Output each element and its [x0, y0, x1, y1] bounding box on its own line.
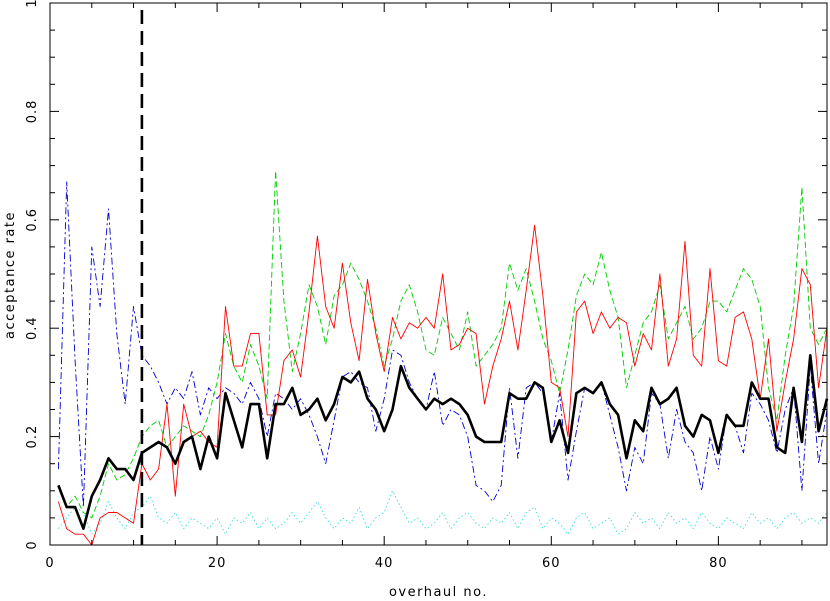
- x-tick-label: 60: [542, 556, 561, 571]
- y-tick-label: 0.8: [25, 100, 40, 124]
- x-tick-label: 20: [208, 556, 227, 571]
- y-tick-label: 0.6: [25, 208, 40, 232]
- y-tick-label: 0: [25, 540, 40, 549]
- y-tick-label: 1: [25, 0, 40, 8]
- x-axis-label: overhaul no.: [389, 585, 488, 600]
- x-tick-label: 0: [45, 556, 54, 571]
- y-tick-label: 0.4: [25, 316, 40, 340]
- x-tick-label: 40: [375, 556, 394, 571]
- series-layer: [57, 170, 829, 546]
- y-axis-label: acceptance rate: [3, 211, 18, 339]
- series-line-5: [58, 490, 828, 535]
- x-tick-label: 80: [709, 556, 728, 571]
- series-line-3: [57, 170, 828, 519]
- series-line-2: [57, 224, 828, 546]
- y-tick-label: 0.2: [25, 425, 40, 449]
- series-line-4: [57, 181, 828, 508]
- tick-layer: 0 20 40 60 80 0 0.2 0.4 0.6 0.8 1: [25, 0, 827, 571]
- series-line-1: [57, 353, 829, 531]
